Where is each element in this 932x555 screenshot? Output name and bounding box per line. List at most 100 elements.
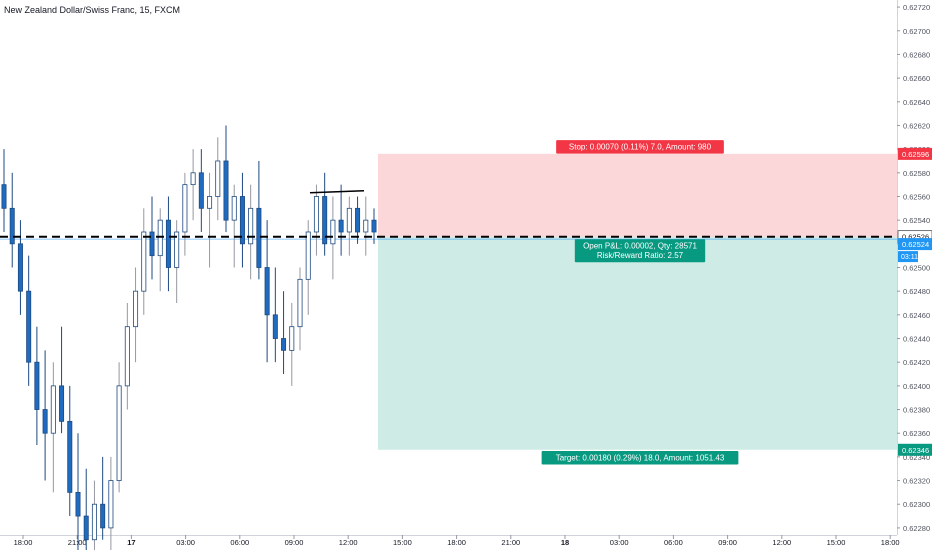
candle [190, 172, 196, 186]
y-tick-label: 0.62460 [903, 311, 930, 320]
x-tick-label: 03:00 [176, 538, 195, 547]
candle [322, 196, 328, 245]
x-tick-label: 12:00 [772, 538, 791, 547]
x-tick-label: 06:00 [664, 538, 683, 547]
target-price-tag-text: 0.62346 [902, 446, 929, 455]
x-tick-label: 03:00 [610, 538, 629, 547]
candle [50, 385, 56, 434]
x-tick-label: 18:00 [881, 538, 900, 547]
x-tick-label: 06:00 [230, 538, 249, 547]
y-tick-label: 0.62500 [903, 264, 930, 273]
candle [34, 361, 40, 410]
candle [124, 326, 130, 387]
candle [239, 196, 245, 245]
target-label-box [541, 451, 739, 465]
countdown-text: 03:11 [901, 254, 918, 261]
candle [75, 491, 81, 517]
candle [165, 219, 171, 268]
candle [305, 231, 311, 280]
y-tick-label: 0.62640 [903, 98, 930, 107]
current-price-tag-text: 0.62524 [902, 240, 929, 249]
candle [17, 243, 23, 292]
candle [231, 196, 237, 221]
stop-price-tag-text: 0.62596 [902, 150, 929, 159]
candle [272, 314, 278, 339]
candle [26, 290, 32, 363]
y-tick-label: 0.62360 [903, 429, 930, 438]
candle [313, 196, 319, 233]
y-tick-label: 0.62420 [903, 358, 930, 367]
x-tick-label: 15:00 [393, 538, 412, 547]
entry-label-box [574, 239, 706, 263]
stop-price-tag-bg [898, 147, 932, 160]
candle [215, 160, 221, 197]
y-tick-label: 0.62580 [903, 169, 930, 178]
candle [207, 196, 213, 209]
candle [297, 278, 303, 328]
candle [182, 184, 188, 233]
chart-title: New Zealand Dollar/Swiss Franc, 15, FXCM [4, 5, 181, 15]
y-tick-label: 0.62480 [903, 287, 930, 296]
candle [42, 409, 48, 434]
y-tick-label: 0.62280 [903, 524, 930, 533]
stop-label-box [556, 140, 724, 154]
candle [91, 503, 97, 541]
candle [223, 160, 229, 221]
x-tick-label: 18 [561, 538, 569, 547]
x-tick-label: 09:00 [718, 538, 737, 547]
x-tick-label: 12:00 [339, 538, 358, 547]
candle [174, 231, 180, 268]
candle [281, 338, 287, 351]
candle [157, 219, 163, 257]
candle [1, 184, 7, 209]
candle [149, 231, 155, 257]
target-label-text: Target: 0.00180 (0.29%) 18.0, Amount: 10… [556, 454, 725, 463]
x-tick-label: 18:00 [14, 538, 33, 547]
x-tick-label: 17 [127, 538, 135, 547]
y-tick-label: 0.62680 [903, 50, 930, 59]
x-tick-label: 18:00 [447, 538, 466, 547]
candle [198, 172, 204, 209]
candle [83, 515, 89, 541]
y-tick-label: 0.62560 [903, 192, 930, 201]
candle [371, 219, 377, 233]
candle [108, 480, 114, 529]
candle [59, 385, 65, 422]
stop-zone [378, 153, 897, 237]
current-price-tag-bg [898, 238, 932, 251]
x-tick-label: 21:00 [501, 538, 520, 547]
y-tick-label: 0.62720 [903, 3, 930, 12]
y-tick-label: 0.62700 [903, 27, 930, 36]
candle [141, 231, 147, 292]
candle [289, 326, 295, 351]
candle [133, 290, 139, 328]
candle [338, 219, 344, 233]
candle [9, 207, 15, 245]
candle [67, 420, 73, 493]
target-price-tag-bg [898, 443, 932, 456]
y-tick-label: 0.62540 [903, 216, 930, 225]
x-tick-label: 09:00 [285, 538, 304, 547]
y-tick-label: 0.62660 [903, 74, 930, 83]
candle [264, 267, 270, 316]
x-tick-label: 15:00 [827, 538, 846, 547]
countdown-bg [898, 251, 918, 263]
y-tick-label: 0.62400 [903, 382, 930, 391]
candle [355, 207, 361, 233]
candle [363, 219, 369, 233]
y-tick-label: 0.62300 [903, 500, 930, 509]
candle [116, 385, 122, 481]
target-zone [378, 236, 897, 450]
y-tick-label: 0.62440 [903, 335, 930, 344]
candle [248, 207, 254, 245]
y-tick-label: 0.62320 [903, 477, 930, 486]
entry-label-text: Open P&L: 0.00002, Qty: 28571 [583, 242, 697, 251]
y-tick-label: 0.62380 [903, 406, 930, 415]
candle [256, 207, 262, 268]
entry-label-text: Risk/Reward Ratio: 2.57 [597, 251, 684, 260]
candle [346, 207, 352, 233]
resistance-line [309, 189, 365, 194]
candle [100, 503, 106, 529]
